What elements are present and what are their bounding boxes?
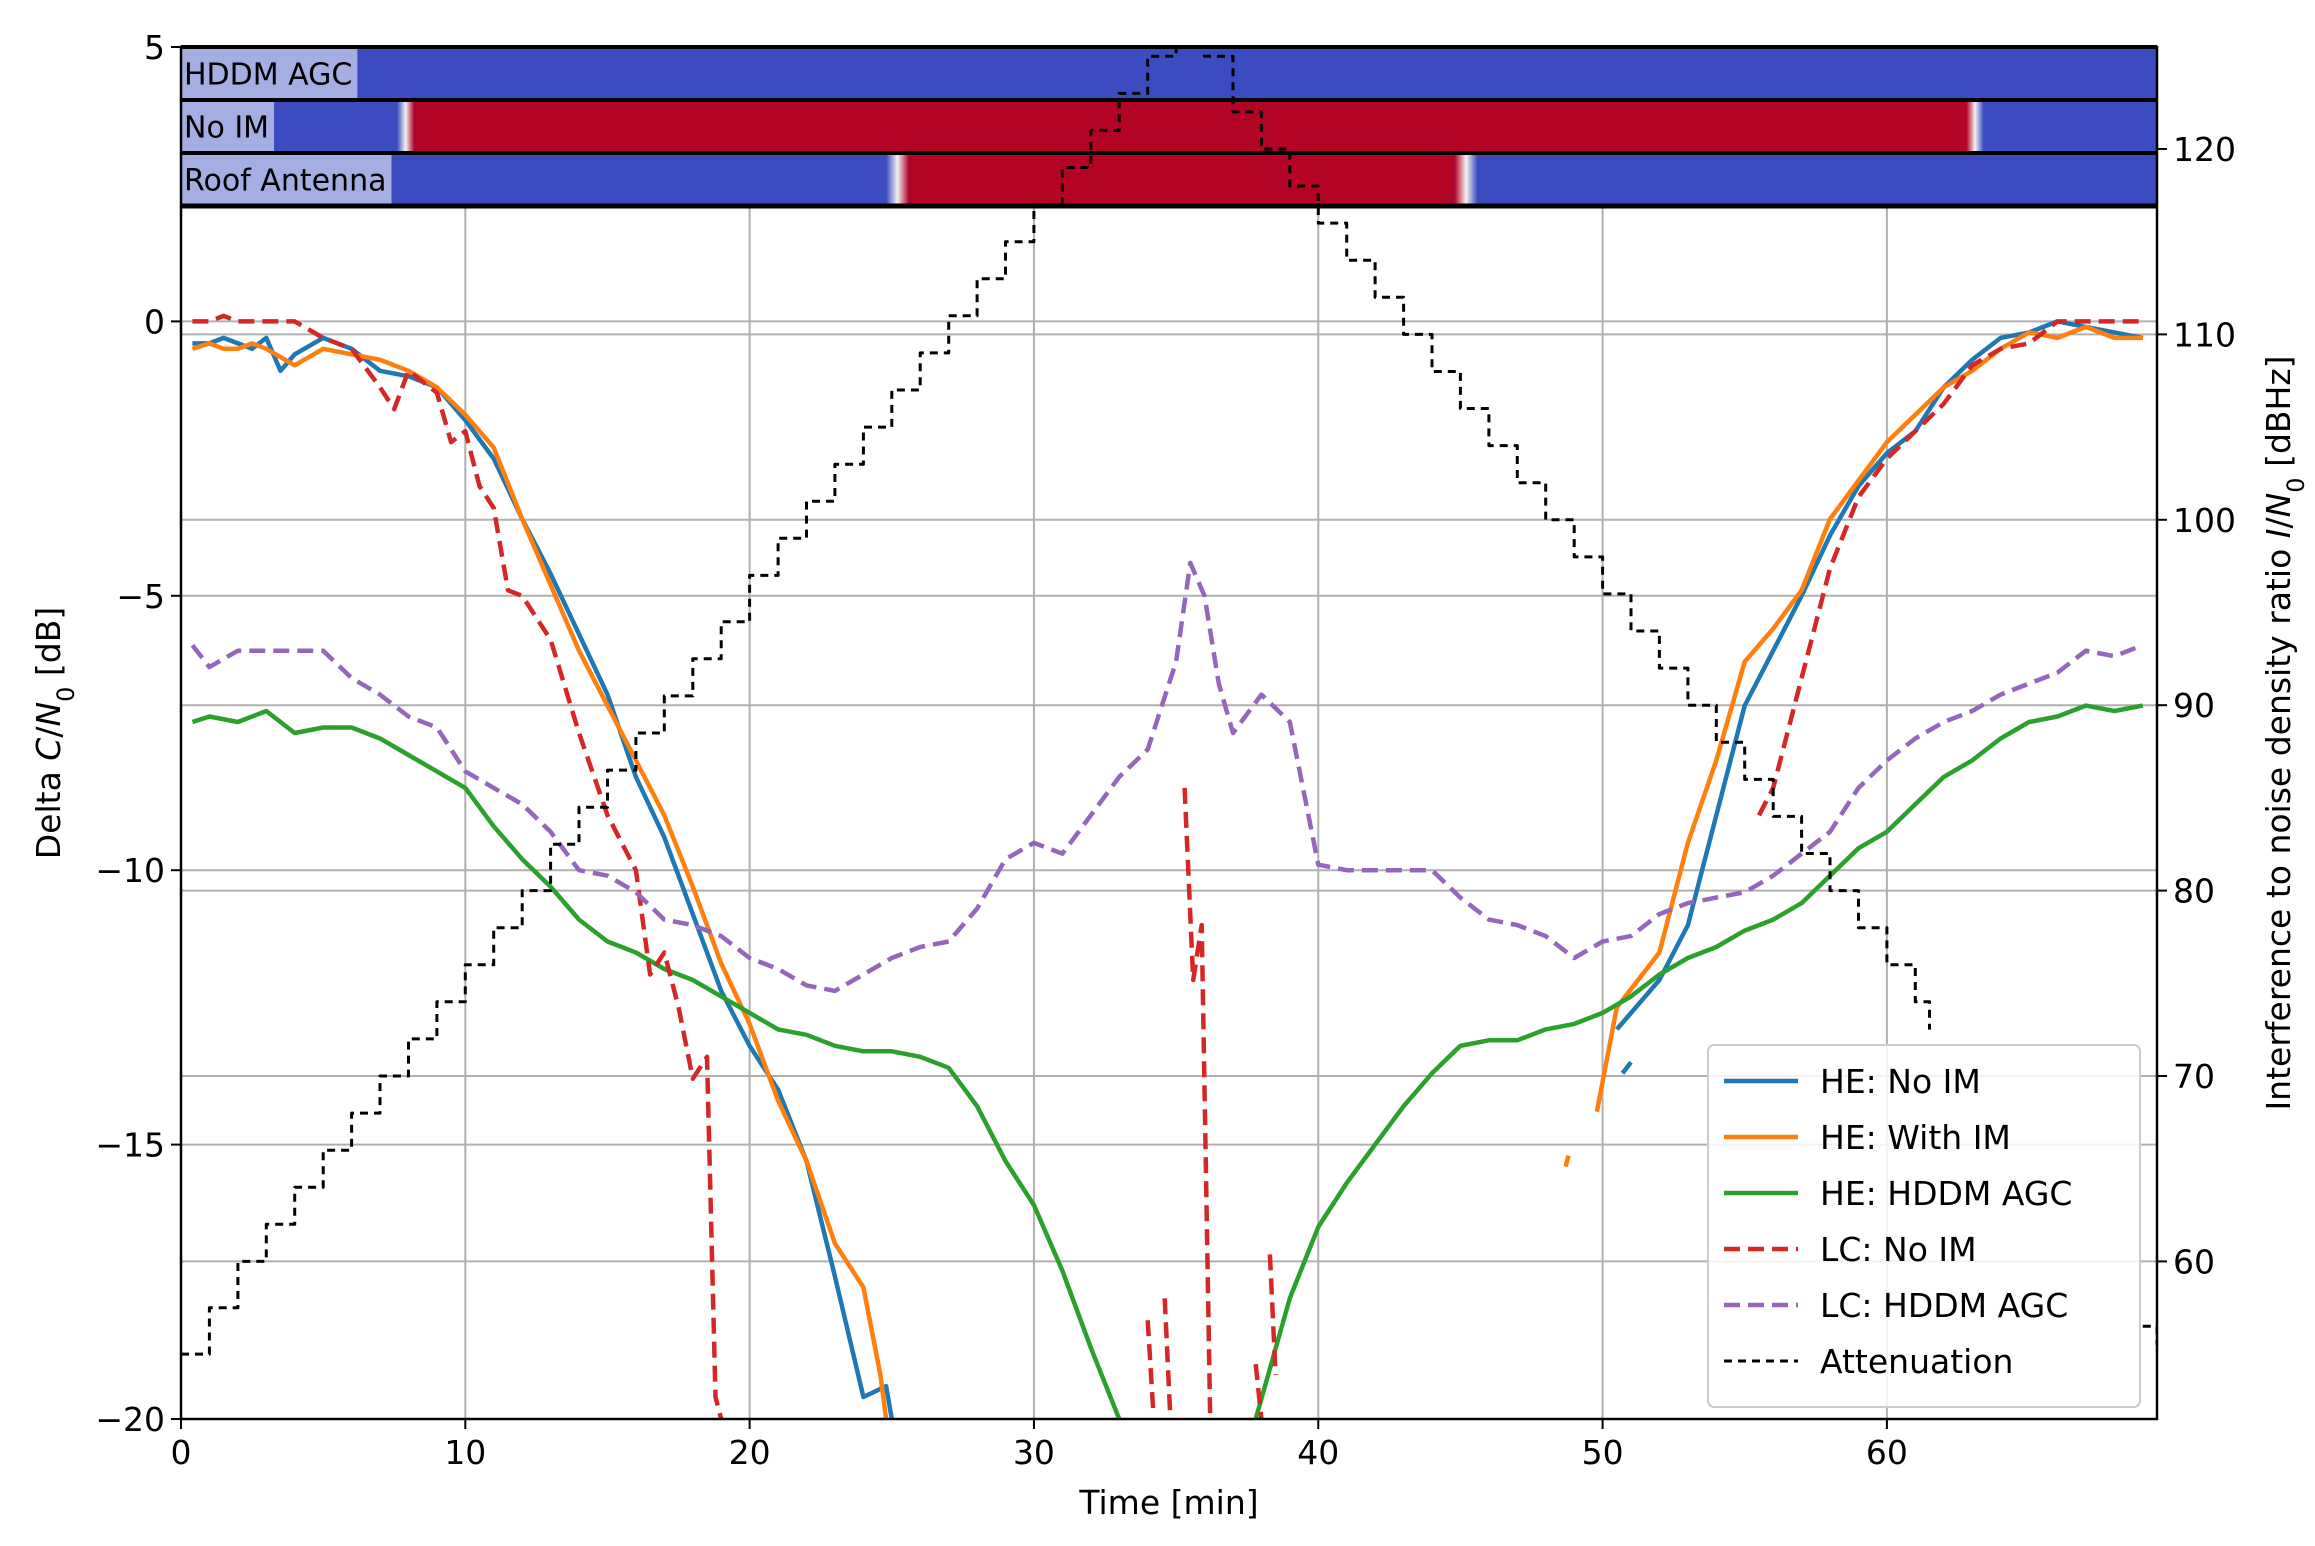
y-left-tick-label: −15 (95, 1126, 165, 1165)
y-left-tick-label: −20 (95, 1400, 165, 1439)
status-band-2: Roof Antenna (181, 151, 2157, 206)
series-line-3-segment-2 (1145, 1320, 1156, 1414)
y-left-tick-label: −10 (95, 851, 165, 890)
axis-title-part: Interference to noise density ratio (2259, 538, 2298, 1110)
legend-label: Attenuation (1820, 1342, 2013, 1381)
series-line-2-segment-1 (1253, 703, 2144, 1419)
legend-label: HE: HDDM AGC (1820, 1174, 2072, 1213)
legend: HE: No IM HE: With IM HE: HDDM AGC LC: No I… (1707, 1044, 2141, 1408)
x-axis-title: Time [min] (1078, 1483, 1258, 1522)
y-axis-left-title: Delta C/N0 [dB] (29, 607, 80, 860)
y-right-tick-label: 90 (2173, 686, 2215, 725)
x-tick-label: 0 (171, 1433, 192, 1472)
axis-title-part: 0 (2282, 477, 2310, 492)
y-right-tick-label: 70 (2173, 1057, 2215, 1096)
axis-title-part: C (29, 738, 68, 761)
plot-frame (179, 45, 2159, 1421)
status-band-segment (1454, 153, 1478, 206)
x-tick-label: 50 (1582, 1433, 1624, 1472)
axis-title-part: / (29, 726, 68, 738)
x-tick-label: 40 (1297, 1433, 1339, 1472)
series-line-0-segment-1 (1620, 1060, 1633, 1075)
legend-box (1707, 1044, 2141, 1408)
x-tick-label: 20 (729, 1433, 771, 1472)
status-band-label: HDDM AGC (184, 58, 352, 93)
y-left-tick-label: −5 (116, 577, 165, 616)
axis-title-part: I (2259, 529, 2298, 539)
series-line-5-segment-0 (181, 47, 1931, 1356)
status-bands: HDDM AGC No IM Roof Antenna (181, 45, 2157, 209)
legend-label: LC: HDDM AGC (1820, 1286, 2068, 1325)
series-line-3-segment-3 (1162, 1298, 1173, 1419)
status-band-label-bg (181, 155, 392, 204)
axis-title-part: / (2259, 517, 2298, 529)
series-line-1-segment-2 (1594, 324, 2143, 1113)
series-line-3-segment-5 (1267, 1254, 1278, 1376)
series-line-3-segment-4 (1253, 1363, 1264, 1419)
series-line-3-segment-0 (192, 313, 724, 1419)
x-tick-label: 30 (1013, 1433, 1055, 1472)
y-left-tick-label: 5 (144, 28, 165, 67)
status-band-label-bg (181, 49, 358, 98)
y-right-tick-label: 110 (2173, 315, 2236, 354)
status-band-label: Roof Antenna (184, 164, 386, 199)
y-right-tick-label: 100 (2173, 501, 2236, 540)
legend-label: HE: With IM (1820, 1118, 2011, 1157)
axis-title-part: 0 (52, 687, 80, 702)
status-band-segment (908, 153, 1455, 206)
axis-title-part: N (29, 702, 68, 727)
status-band-segment (414, 100, 1967, 153)
series-line-1-segment-0 (191, 341, 889, 1419)
series-line-2-segment-0 (191, 708, 1122, 1419)
axis-ticks: 0 10 20 30 40 50 6050−5−10−15−2060708090100110… (95, 28, 2236, 1472)
legend-label: HE: No IM (1820, 1062, 1981, 1101)
status-band-segment (397, 100, 415, 153)
series-line-4-segment-0 (190, 560, 2144, 994)
series-line-3-segment-6 (1757, 319, 2143, 817)
x-tick-label: 10 (444, 1433, 486, 1472)
y-right-tick-label: 120 (2173, 130, 2236, 169)
status-band-1: No IM (181, 98, 2157, 153)
series-line-3-segment-1 (1182, 787, 1213, 1419)
status-band-label-bg (181, 102, 275, 151)
y-right-tick-label: 80 (2173, 872, 2215, 911)
series-lines (181, 47, 2157, 1419)
status-band-segment (886, 153, 909, 206)
y-left-tick-label: 0 (144, 302, 165, 341)
series-line-5-segment-1 (2142, 1324, 2157, 1345)
y-right-tick-label: 60 (2173, 1242, 2215, 1281)
axis-title-part: [dB] (29, 607, 68, 687)
series-line-1-segment-1 (1563, 1155, 1571, 1168)
y-axis-right-title: Interference to noise density ratio I/N0… (2259, 355, 2310, 1110)
status-band-segment (1966, 100, 1984, 153)
x-tick-label: 60 (1866, 1433, 1908, 1472)
status-band-label: No IM (184, 111, 269, 146)
axis-title-part: Delta (29, 761, 68, 860)
axis-title-part: [dBHz] (2259, 355, 2298, 477)
axis-title-part: N (2259, 493, 2298, 518)
legend-label: LC: No IM (1820, 1230, 1977, 1269)
